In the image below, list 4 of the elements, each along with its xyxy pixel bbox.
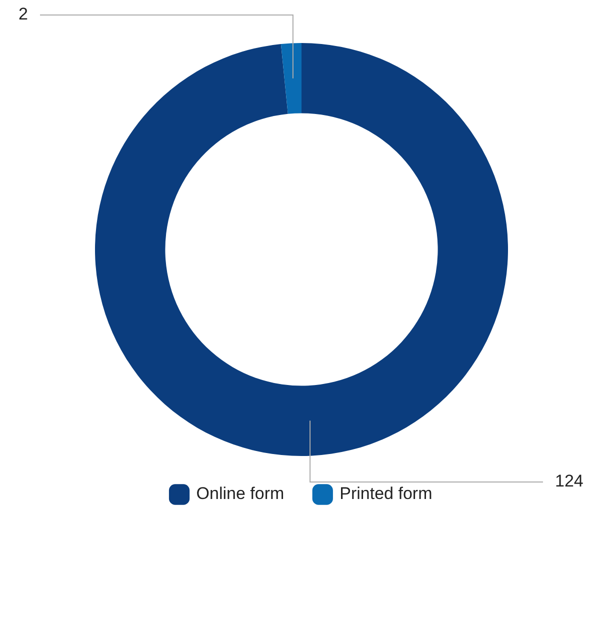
legend-label: Printed form bbox=[340, 484, 432, 504]
data-label: 2 bbox=[18, 4, 28, 24]
legend-label: Online form bbox=[196, 484, 284, 504]
data-label: 124 bbox=[555, 472, 584, 491]
